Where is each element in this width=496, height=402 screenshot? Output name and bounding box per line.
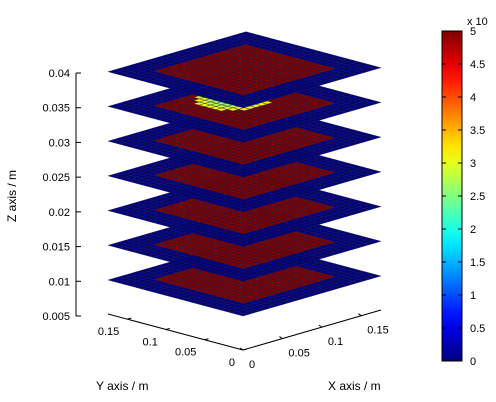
y-tick-label: 0 — [229, 357, 235, 369]
colorbar-tick-label: 3 — [470, 158, 476, 170]
colorbar-tick-label: 1 — [470, 290, 476, 302]
colorbar-tick-label: 4 — [470, 92, 476, 104]
x-tick-label: 0.05 — [288, 348, 309, 360]
z-tick-label: 0.035 — [42, 103, 70, 115]
x-tick-mark — [318, 324, 323, 328]
z-tick-label: 0.03 — [49, 137, 70, 149]
y-axis-label: Y axis / m — [96, 379, 148, 393]
z-axis-label: Z axis / m — [5, 170, 19, 222]
z-tick-label: 0.025 — [42, 172, 70, 184]
colorbar-tick-label: 2 — [470, 224, 476, 236]
y-tick-label: 0.05 — [175, 347, 196, 359]
z-tick-label: 0.015 — [42, 242, 70, 254]
z-tick-label: 0.04 — [49, 68, 70, 80]
y-tick-label: 0.1 — [143, 336, 158, 348]
x-tick-mark — [279, 336, 283, 339]
x-tick-label: 0.1 — [328, 336, 343, 348]
x-tick-label: 0.15 — [367, 325, 388, 337]
colorbar-exponent-label: x 10 — [467, 16, 488, 28]
colorbar: 00.511.522.533.544.55x 10 — [441, 16, 488, 368]
colorbar-tick-label: 0 — [470, 356, 476, 368]
colorbar-tick-label: 3.5 — [470, 125, 485, 137]
colorbar-tick-label: 0.5 — [470, 323, 485, 335]
y-tick-label: 0.15 — [98, 326, 119, 338]
x-axis-line — [242, 309, 382, 351]
y-tick-mark — [165, 327, 170, 330]
z-tick-label: 0.02 — [49, 207, 70, 219]
colorbar-tick-label: 2.5 — [470, 191, 485, 203]
y-tick-mark — [127, 317, 132, 320]
colorbar-tick-label: 1.5 — [470, 257, 485, 269]
x-tick-label: 0 — [249, 359, 255, 371]
y-axis-line — [107, 313, 244, 351]
y-tick-mark — [242, 348, 248, 351]
axes-lines — [75, 73, 382, 351]
x-tick-mark — [358, 313, 362, 317]
z-tick-label: 0.005 — [42, 311, 70, 323]
surface-layers — [107, 31, 382, 317]
colorbar-tick-label: 4.5 — [470, 59, 485, 71]
y-tick-mark — [204, 338, 209, 341]
z-tick-label: 0.01 — [49, 276, 70, 288]
x-axis-label: X axis / m — [328, 379, 381, 393]
